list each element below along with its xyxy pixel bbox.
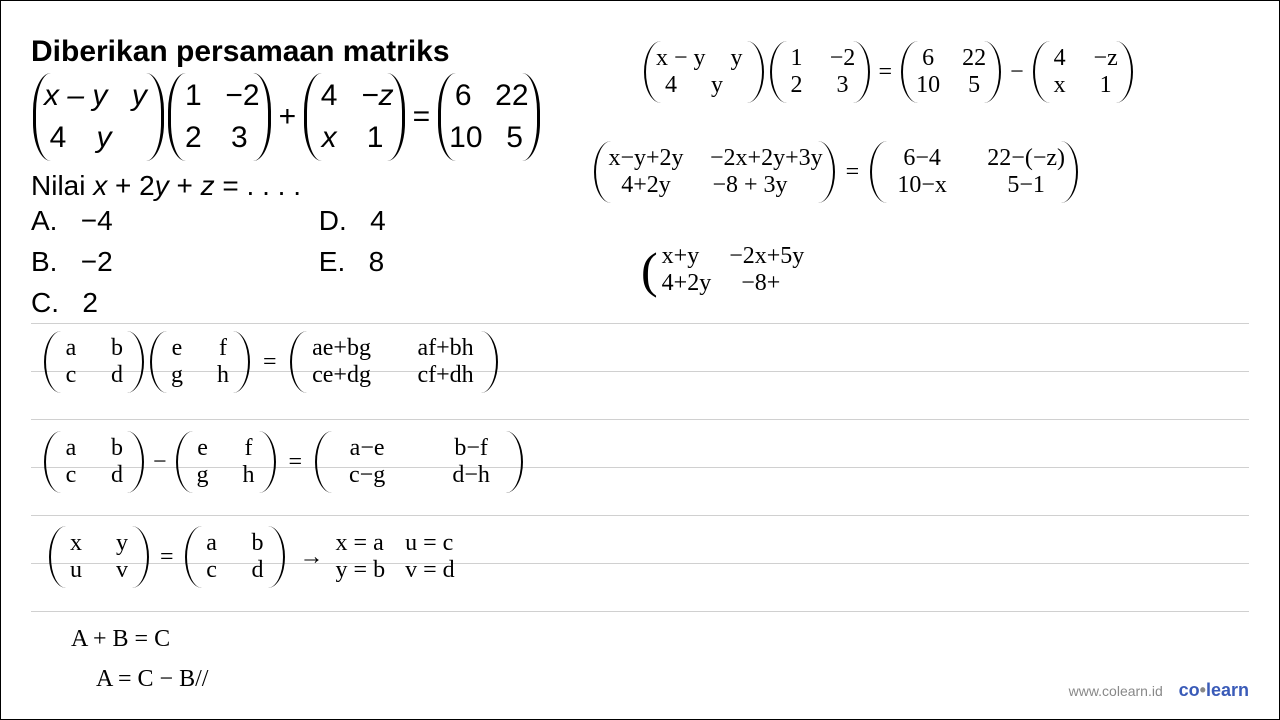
question-text: Nilai x + 2y + z = . . . . [31,166,301,205]
hw-step2: x−y+2y−2x+2y+3y 4+2y−8 + 3y = 6−422−(−z)… [591,141,1081,203]
hw-step3: ( x+y−2x+5y 4+2y−8+ [641,241,804,299]
hw-bottom1: A + B = C [71,626,170,653]
brand-logo: co•learn [1179,680,1249,700]
problem-title: Diberikan persamaan matriks [31,31,450,73]
option-C: C. 2 [31,283,311,322]
matrix-D: 622 105 [438,73,539,161]
plus-op: + [279,96,297,138]
matrix-C: 4−−zz x1 [304,73,405,161]
problem-equation: x – yy 4y 1−2 23 + 4−−zz x1 = 622 105 [31,73,542,161]
footer: www.colearn.id co•learn [1069,680,1249,701]
matrix-B: 1−2 23 [168,73,270,161]
answer-options: A. −4 B. −2 C. 2 D. 4 E. 8 [31,201,386,325]
hw-rule-multiply: ab cd ef gh = ae+bgaf+bh ce+dgcf+dh [41,331,501,393]
option-E: E. 8 [319,242,386,281]
option-D: D. 4 [319,201,386,240]
hw-bottom2: A = C − B// [96,666,208,693]
equals-op: = [413,96,431,138]
option-A: A. −4 [31,201,311,240]
hw-rule-equality: xy uv = ab cd → x = a y = b u = c v = d [46,526,455,588]
option-B: B. −2 [31,242,311,281]
matrix-A: x – yy 4y [33,73,164,161]
hw-rule-subtract: ab cd − ef gh = a−eb−f c−gd−h [41,431,526,493]
hw-step1: x − yy 4y 1−2 23 = 622 105 − 4−z x1 [641,41,1136,103]
footer-url: www.colearn.id [1069,683,1163,699]
